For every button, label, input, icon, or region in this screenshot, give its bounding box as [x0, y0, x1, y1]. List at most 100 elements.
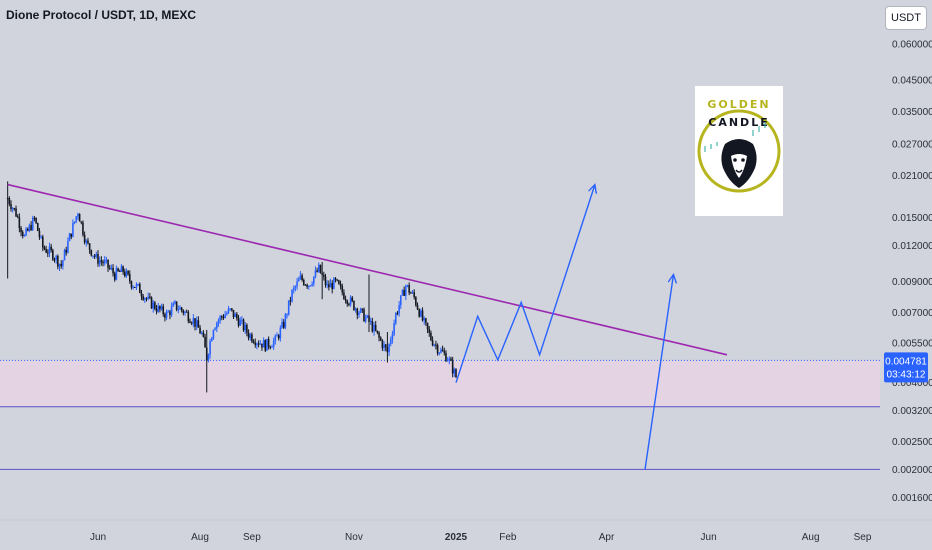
candle-body [82, 222, 84, 235]
candle-body [297, 279, 300, 282]
candle-body [224, 314, 226, 319]
candle-body [256, 343, 258, 346]
candle-body [210, 338, 213, 342]
x-tick-label: 2025 [445, 532, 468, 543]
x-axis[interactable]: Jun Aug Sep Nov 2025 Feb Apr Jun Aug Sep [0, 519, 932, 550]
candle-body [118, 270, 121, 272]
candle-body [339, 284, 342, 286]
candle-body [120, 266, 123, 272]
candle-body [287, 300, 290, 315]
candle-body [326, 284, 328, 286]
candle-body [60, 263, 62, 267]
candle-body [368, 315, 370, 322]
candle-body [48, 246, 51, 254]
candle-body [348, 303, 350, 305]
candle-body [242, 319, 245, 331]
countdown-value: 03:43:12 [887, 369, 926, 380]
candle-body [343, 292, 345, 300]
candle-body [185, 311, 188, 313]
candle-body [11, 208, 14, 210]
candle-body [384, 344, 387, 348]
candle-body [105, 259, 108, 261]
y-tick-label: 0.004000 [892, 378, 932, 389]
candle-body [103, 260, 106, 264]
candle-body [428, 329, 431, 333]
x-tick-label: Feb [499, 532, 517, 543]
candle-body [65, 249, 68, 253]
candle-body [35, 217, 37, 224]
candle-body [87, 240, 89, 244]
candle-body [231, 308, 233, 310]
candle-body [123, 271, 126, 277]
candle-body [43, 247, 46, 250]
trendline-layer[interactable] [7, 183, 728, 356]
x-tick-label: Aug [191, 532, 209, 543]
candle-body [353, 300, 355, 311]
price-badge-layer: 0.004781 03:43:12 [884, 352, 928, 383]
candle-body [361, 308, 364, 310]
candle-body [421, 310, 424, 321]
candle-body [45, 249, 47, 253]
candle-body [257, 343, 260, 345]
candle-body [144, 298, 146, 300]
candle-body [346, 300, 349, 304]
candle-body [77, 213, 79, 217]
svg-text:GOLDEN: GOLDEN [707, 98, 770, 111]
candle-body [244, 324, 247, 331]
candle-body [152, 302, 155, 309]
candle-body [164, 314, 166, 318]
candle-body [318, 264, 320, 272]
candle-body [18, 217, 21, 229]
symbol-title[interactable]: Dione Protocol / USDT, 1D, MEXC [6, 8, 197, 22]
candle-body [31, 217, 34, 230]
candle-body [376, 330, 379, 333]
candle-body [75, 216, 78, 222]
candle-body [157, 305, 160, 312]
unit-button[interactable]: USDT [885, 6, 927, 30]
current-price-badge [884, 352, 928, 383]
candle-body [425, 318, 427, 323]
candle-body [410, 292, 412, 294]
candle-body [113, 273, 116, 280]
candle-body [445, 352, 447, 362]
candle-body [262, 340, 265, 348]
candle-body [162, 306, 165, 315]
x-tick-label: Nov [345, 532, 363, 543]
candle-body [389, 339, 392, 345]
candle-body [102, 261, 104, 264]
candle-body [135, 284, 138, 288]
candle-body [88, 243, 91, 250]
candle-body [408, 285, 410, 293]
candle-body [202, 332, 205, 337]
y-tick-label: 0.009000 [892, 277, 932, 288]
candle-body [374, 324, 377, 331]
candle-body [128, 274, 131, 282]
candles-layer [6, 181, 457, 393]
candle-body [363, 309, 365, 322]
projection-layer[interactable] [455, 185, 673, 470]
candle-body [306, 284, 308, 287]
candle-body [112, 267, 114, 274]
candle-body [336, 279, 339, 281]
x-tick-label: Apr [599, 532, 615, 543]
candle-body [366, 315, 369, 318]
candle-body [269, 346, 272, 348]
candle-body [349, 297, 352, 305]
x-tick-label: Jun [90, 532, 106, 543]
candle-body [252, 341, 255, 343]
horizontal-lines-layer [0, 359, 880, 470]
candle-body [302, 279, 305, 285]
candle-body [20, 228, 22, 232]
candle-body [90, 249, 93, 256]
candle-body [371, 320, 374, 332]
y-tick-label: 0.012000 [892, 241, 932, 252]
projection-long-arrow [644, 275, 673, 470]
golden-candle-logo: GOLDEN CANDLE [695, 86, 783, 216]
y-tick-label: 0.015000 [892, 213, 932, 224]
y-axis[interactable]: 0.060000 0.045000 0.035000 0.027000 0.021000… [880, 0, 932, 550]
candle-body [282, 322, 285, 328]
support-zone [0, 360, 880, 407]
candle-body [266, 338, 268, 351]
